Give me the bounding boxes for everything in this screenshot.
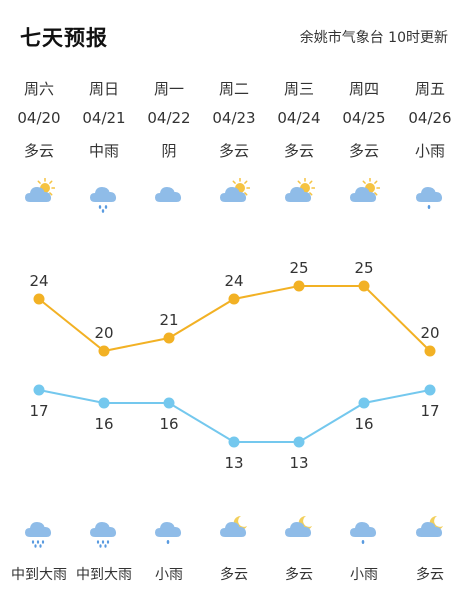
partly-cloudy-sun-icon (23, 177, 56, 214)
high-temp-label: 21 (159, 311, 178, 329)
low-temp-point (358, 397, 370, 409)
high-temp-label: 20 (420, 324, 439, 342)
high-temp-label: 20 (94, 324, 113, 342)
day-of-week: 周一 (153, 80, 184, 98)
temperature-chart-svg: 24 20 21 24 25 25 20 17 16 16 13 13 16 17 (29, 259, 439, 472)
low-temp-label: 16 (354, 415, 373, 433)
rain-heavy-icon (23, 513, 55, 549)
day-condition: 多云 (23, 142, 54, 160)
high-temp-label: 24 (29, 272, 48, 290)
day-condition: 小雨 (414, 142, 445, 160)
night-columns: 中到大雨 中到大雨 小雨 多云 多云 小雨 多云 (0, 505, 466, 600)
low-temp-label: 17 (420, 402, 439, 420)
rain-moderate-icon (88, 178, 120, 214)
low-temp-point (293, 436, 305, 448)
high-temp-label: 25 (354, 259, 373, 277)
day-of-week: 周二 (218, 80, 249, 98)
partly-cloudy-moon-icon (283, 513, 315, 549)
day-of-week: 周三 (283, 80, 314, 98)
day-of-week: 周日 (88, 80, 119, 98)
low-temp-point (228, 436, 240, 448)
night-condition: 多云 (220, 567, 248, 583)
rain-light-icon (348, 513, 380, 549)
day-of-week: 周五 (414, 80, 445, 98)
rain-heavy-icon (88, 513, 120, 549)
high-temp-label: 24 (224, 272, 243, 290)
low-temp-point (424, 384, 436, 396)
day-of-week: 周六 (23, 80, 54, 98)
day-condition: 中雨 (88, 142, 119, 160)
day-date: 04/21 (82, 109, 126, 127)
day-condition: 多云 (348, 142, 379, 160)
night-condition: 多云 (285, 567, 313, 583)
day-condition: 多云 (218, 142, 249, 160)
day-date: 04/24 (277, 109, 321, 127)
high-temp-point (163, 332, 175, 344)
night-condition: 中到大雨 (11, 567, 67, 583)
high-temp-point (424, 345, 436, 357)
low-temp-label: 17 (29, 402, 48, 420)
temperature-chart: 24 20 21 24 25 25 20 17 16 16 13 13 16 17 (0, 230, 466, 472)
day-date: 04/22 (147, 109, 191, 127)
night-condition: 小雨 (350, 567, 378, 583)
low-temp-point (163, 397, 175, 409)
high-temp-point (98, 345, 110, 357)
low-temp-label: 13 (289, 454, 308, 470)
high-temp-point (358, 280, 370, 292)
low-temp-label: 16 (159, 415, 178, 433)
rain-light-icon (414, 178, 446, 214)
partly-cloudy-sun-icon (348, 177, 381, 214)
partly-cloudy-moon-icon (218, 513, 250, 549)
forecast-header: 七天预报 余姚市气象台 10时更新 (0, 0, 466, 70)
high-temp-point (33, 293, 45, 305)
low-temp-point (33, 384, 45, 396)
day-columns: 周六 04/20 多云 周日 04/21 中雨 周一 04/22 阴 周二 04/23 多云 周三 04/… (0, 70, 466, 220)
day-date: 04/20 (17, 109, 61, 127)
cloud-icon (153, 178, 185, 214)
rain-light-icon (153, 513, 185, 549)
partly-cloudy-sun-icon (218, 177, 251, 214)
partly-cloudy-sun-icon (283, 177, 316, 214)
day-date: 04/25 (342, 109, 386, 127)
high-temp-point (228, 293, 240, 305)
update-source: 余姚市气象台 10时更新 (299, 30, 448, 46)
night-condition: 小雨 (155, 567, 183, 583)
day-condition: 阴 (161, 142, 177, 160)
day-date: 04/26 (408, 109, 452, 127)
partly-cloudy-moon-icon (414, 513, 446, 549)
night-condition: 中到大雨 (76, 567, 132, 583)
high-temp-point (293, 280, 305, 292)
night-condition: 多云 (416, 567, 444, 583)
low-temp-label: 13 (224, 454, 243, 470)
day-condition: 多云 (283, 142, 314, 160)
day-of-week: 周四 (348, 80, 379, 98)
high-temp-label: 25 (289, 259, 308, 277)
day-date: 04/23 (212, 109, 256, 127)
low-temp-point (98, 397, 110, 409)
low-temp-label: 16 (94, 415, 113, 433)
page-title: 七天预报 (20, 26, 108, 50)
